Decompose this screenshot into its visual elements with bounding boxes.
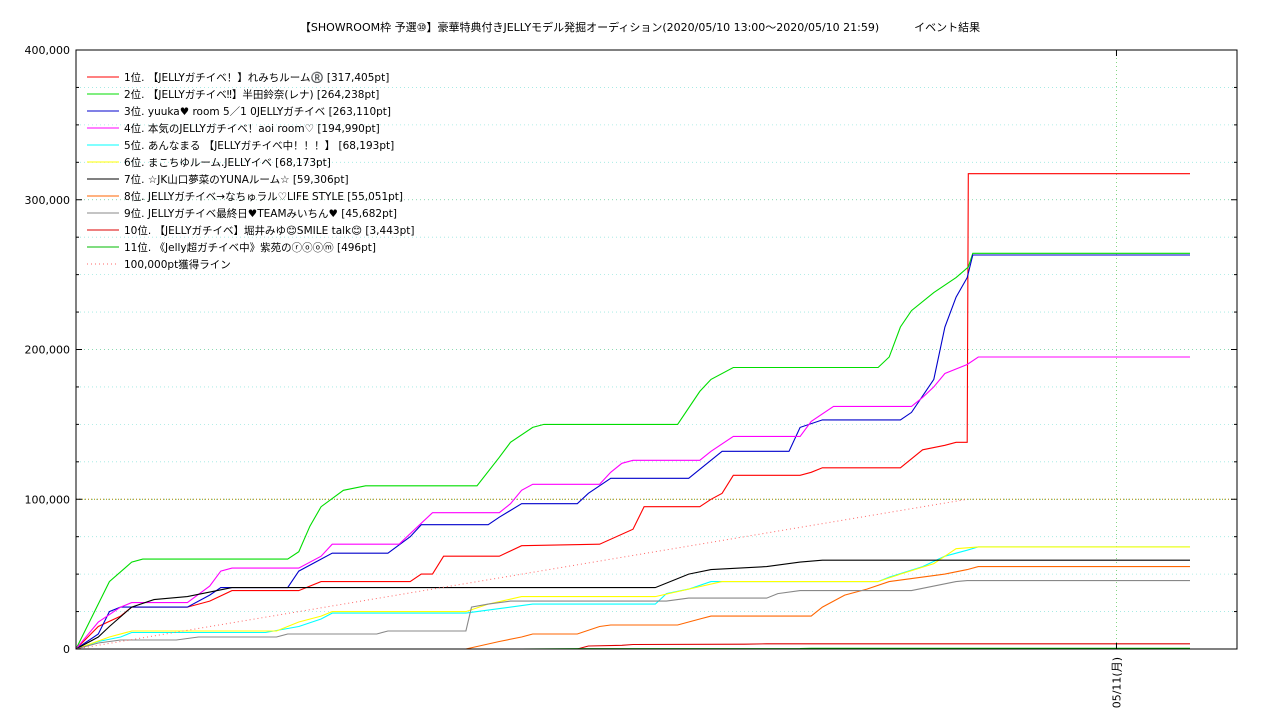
series-group [75,173,1190,650]
series-line-8 [76,566,1190,650]
legend-label: 5位. あんなまる 【JELLYガチイベ中！！！】 [68,193pt] [124,139,394,152]
legend-label: 2位. 【JELLYガチイベ‼】半田鈴奈(レナ) [264,238pt] [124,88,379,101]
axis-ticks: 0 100,000 200,000 300,000 400,000 05/11(月) [25,44,1237,708]
y-tick-label: 100,000 [25,493,71,506]
y-tick-label: 200,000 [25,344,71,357]
series-line-3 [75,254,1190,650]
legend-label: 100,000pt獲得ライン [124,258,231,271]
legend-label: 6位. まこちゆルーム.JELLYイベ [68,173pt] [124,156,331,169]
y-tick-label: 300,000 [25,194,71,207]
series-line-2 [75,252,1190,650]
legend-label: 4位. 本気のJELLYガチイベ！aoi room♡ [194,990pt] [124,122,380,135]
legend-label: 1位. 【JELLYガチイベ！】れみちルーム®️ [317,405pt] [124,71,389,84]
y-tick-label: 0 [63,643,70,656]
legend-label: 3位. yuuka♥ room 5／1 0JELLYガチイベ [263,110p… [124,105,391,118]
series-line-5 [75,546,1190,650]
legend-label: 9位. JELLYガチイベ最終日♥TEAMみいちん♥ [45,682pt] [124,207,397,220]
legend-label: 7位. ☆JK山口夢菜のYUNAルーム☆ [59,306pt] [124,173,349,186]
chart-title: 【SHOWROOM枠 予選⑩】豪華特典付きJELLYモデル発掘オーディション(2… [299,21,981,34]
x-tick-label: 05/11(月) [1110,657,1123,708]
legend-label: 11位. 《Jelly超ガチイベ中》紫苑のⓡⓞⓞⓜ [496pt] [124,241,376,254]
series-line-4 [75,356,1190,650]
series-line-1 [75,173,1190,650]
legend: 1位. 【JELLYガチイベ！】れみちルーム®️ [317,405pt] 2位. … [87,71,414,271]
legend-label: 8位. JELLYガチイベ→なちゅラル♡LIFE STYLE [55,051pt… [124,190,403,203]
legend-label: 10位. 【JELLYガチイベ】堀井みゆ😊SMILE talk😊 [3,443p… [124,224,414,237]
y-tick-label: 400,000 [25,44,71,57]
series-line-6 [75,546,1190,650]
series-line-12 [75,498,968,650]
series-line-9 [75,580,1190,650]
